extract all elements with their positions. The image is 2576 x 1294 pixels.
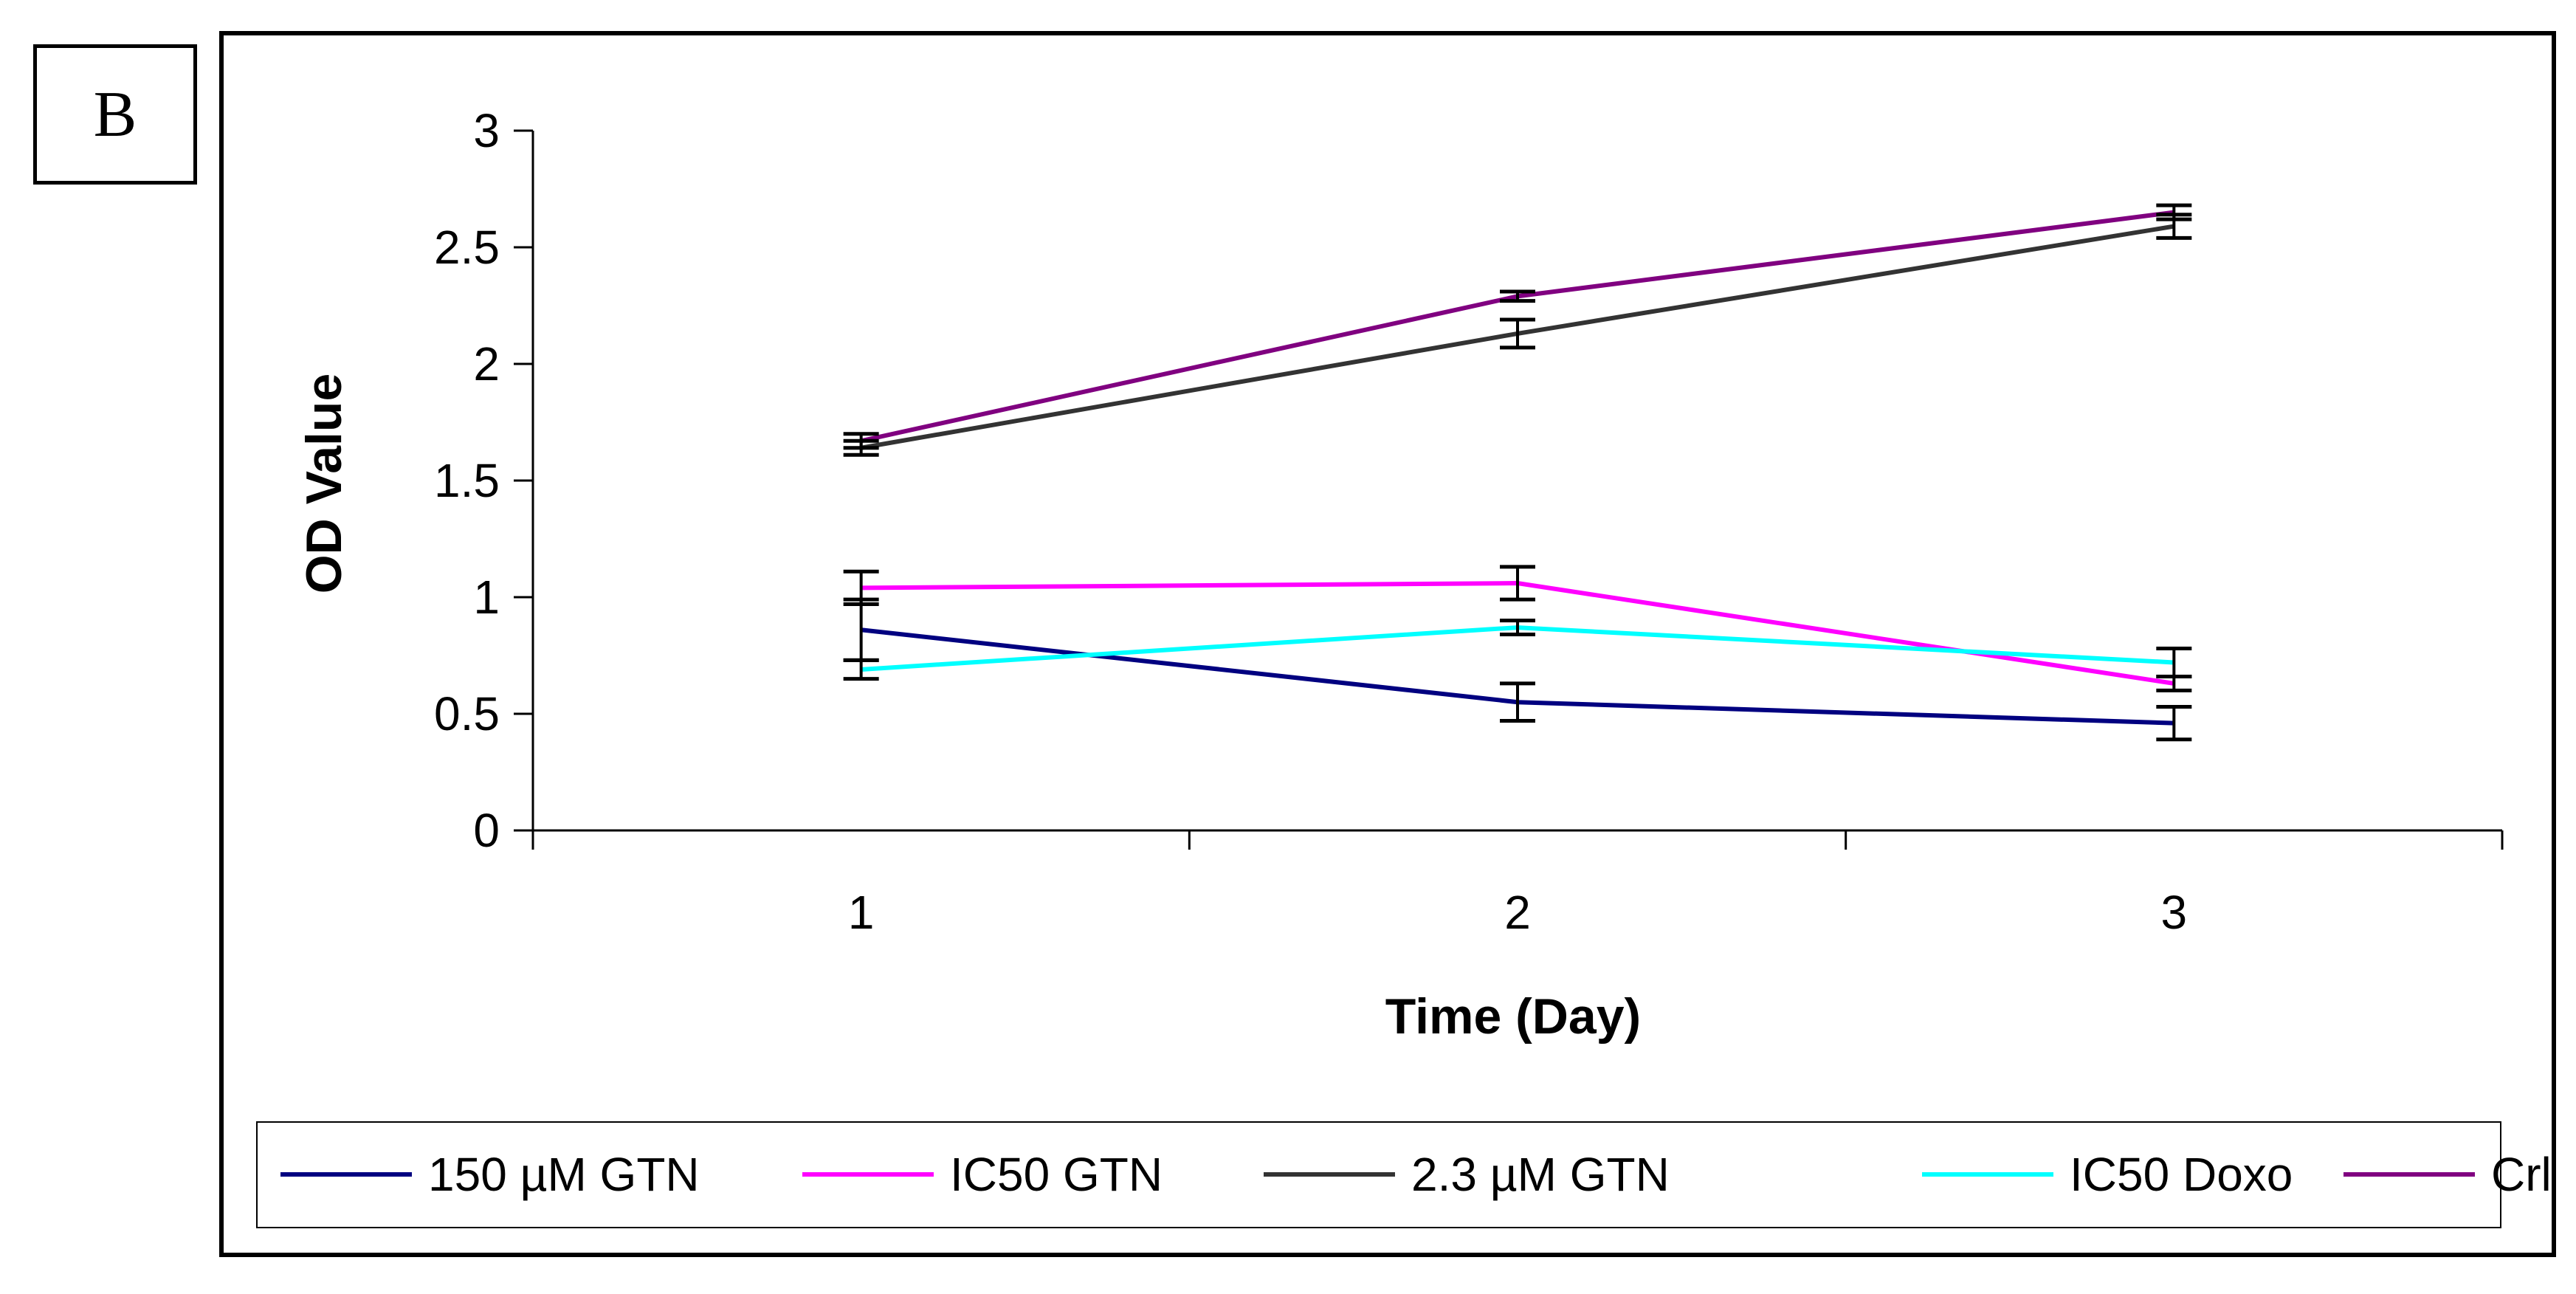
y-tick-label: 3: [473, 104, 500, 157]
legend-entry: 2.3 µM GTN: [1264, 1148, 1670, 1201]
y-tick-label: 2.5: [434, 221, 500, 274]
legend-label: 2.3 µM GTN: [1411, 1148, 1670, 1201]
error-bar: [1500, 565, 1535, 602]
legend-entry: Crl: [2343, 1148, 2552, 1201]
y-tick-label: 0.5: [434, 687, 500, 740]
x-tick-label: 2: [1504, 886, 1531, 939]
error-bar: [1500, 289, 1535, 303]
error-bar: [1500, 619, 1535, 637]
y-axis-title: OD Value: [296, 374, 352, 594]
legend-label: IC50 GTN: [950, 1148, 1163, 1201]
x-tick-label: 1: [848, 886, 875, 939]
chart-frame: [219, 31, 2556, 1257]
plot-area: [843, 203, 2192, 742]
error-bar: [1500, 317, 1535, 350]
error-bar: [843, 432, 879, 450]
legend-entry: IC50 Doxo: [1922, 1148, 2293, 1201]
y-tick-label: 0: [473, 804, 500, 857]
legend-entry: IC50 GTN: [802, 1148, 1163, 1201]
y-tick-label: 1: [473, 571, 500, 624]
error-bar: [2156, 203, 2192, 221]
panel-label: B: [33, 44, 197, 185]
x-tick-label: 3: [2161, 886, 2188, 939]
legend: 150 µM GTN IC50 GTN 2.3 µM GTN IC50 Doxo Crl: [256, 1121, 2552, 1228]
error-bar: [843, 658, 879, 681]
error-bar: [843, 569, 879, 606]
y-tick-label: 1.5: [434, 454, 500, 507]
error-bar: [1500, 681, 1535, 723]
error-bar: [2156, 647, 2192, 678]
legend-label: 150 µM GTN: [428, 1148, 700, 1201]
error-bar: [2156, 705, 2192, 742]
legend-label: IC50 Doxo: [2070, 1148, 2293, 1201]
x-axis-title: Time (Day): [1385, 988, 1641, 1045]
legend-entry: 150 µM GTN: [280, 1148, 700, 1201]
y-tick-label: 2: [473, 337, 500, 390]
axes: 0 0.5 1 1.5 2 2.5 3 1 2 3: [434, 104, 2504, 939]
legend-label: Crl: [2491, 1148, 2552, 1201]
axis-labels: Time (Day) OD Value: [296, 374, 1641, 1045]
